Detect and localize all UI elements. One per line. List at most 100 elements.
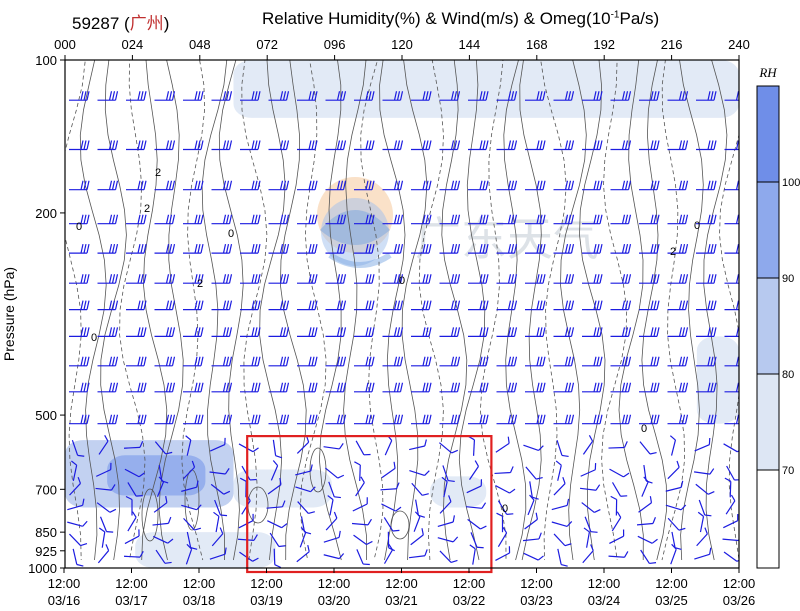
wind-barb-82 [183,414,204,425]
wind-barb-261 [468,382,489,393]
wind-barb-352 [610,414,632,425]
bottom-tick-time-6: 12:00 [453,576,486,591]
wind-barb-24 [97,300,119,311]
wind-barb-46 [126,414,147,425]
wind-barb-271 [496,140,518,151]
wind-barb-49 [127,482,143,497]
wind-barb-142 [269,532,286,548]
wind-barb-285 [496,512,504,533]
wind-barb-120 [241,465,257,481]
wind-barb-210 [381,461,396,479]
wind-barb-390 [667,460,680,480]
wind-barb-222 [411,300,432,311]
contour-label-3: 2 [197,278,203,290]
wind-barb-381 [667,214,689,225]
wind-barb-158 [297,501,315,515]
wind-barb-377 [640,549,657,565]
wind-barb-73 [183,140,204,151]
omega-contour-11 [279,60,307,561]
wind-barb-19 [97,140,119,151]
wind-barb-33 [99,516,114,533]
wind-barb-360 [639,91,660,101]
wind-barb-83 [185,435,192,456]
wind-barb-72 [183,91,204,101]
wind-barb-250 [437,536,459,543]
wind-barb-266 [465,502,487,509]
wind-barb-20 [97,180,119,191]
wind-barb-288 [525,91,546,101]
wind-barb-150 [297,300,318,311]
wind-barb-77 [183,274,204,284]
contour-label-8: 0 [641,423,647,435]
wind-barb-208 [382,414,404,425]
wind-barb-132 [268,300,290,311]
wind-barb-347 [610,274,632,284]
wind-barb-61 [154,327,176,337]
wind-barb-423 [724,382,739,393]
wind-barb-392 [665,504,687,511]
wind-barb-425 [723,443,739,453]
wind-barb-4 [69,243,90,254]
wind-barb-164 [325,180,347,191]
wind-barb-39 [126,214,147,225]
wind-barb-52 [124,529,140,545]
wind-barb-3 [69,214,90,225]
wind-barb-340 [583,527,590,548]
wind-barb-54 [154,91,176,101]
wind-barb-368 [639,356,660,367]
wind-barb-195 [351,518,372,526]
wind-barb-272 [496,180,518,191]
humidity-patch-5 [696,336,739,424]
wind-barb-12 [71,460,78,481]
wind-barb-259 [468,327,489,337]
y-tick-label-2: 500 [35,408,57,423]
wind-barb-413 [694,547,712,560]
wind-barb-185 [354,274,375,284]
wind-barb-419 [724,274,739,284]
wind-barb-373 [641,476,649,497]
omega-contour-29 [641,60,668,561]
wind-barb-268 [470,532,484,549]
omega-contour-10 [259,60,286,561]
omega-contour-24 [540,60,567,561]
wind-barb-394 [671,531,682,551]
wind-barb-221 [411,274,432,284]
wind-barb-157 [295,486,316,493]
wind-barb-173 [323,443,344,450]
colorbar-tick-label-1: 80 [782,369,794,381]
wind-barb-391 [665,480,684,492]
colorbar-segment-2 [757,278,779,374]
wind-barb-243 [439,382,461,393]
colorbar-tick-label-0: 70 [782,465,794,477]
wind-barb-306 [553,91,575,101]
wind-barb-344 [610,180,632,191]
wind-barb-422 [724,356,739,367]
wind-barb-414 [724,91,739,101]
wind-barb-313 [553,327,575,337]
wind-barb-273 [496,214,518,225]
wind-barb-314 [553,356,575,367]
wind-barb-42 [126,300,147,311]
wind-barb-151 [297,327,318,337]
bottom-tick-time-9: 12:00 [655,576,688,591]
wind-barb-30 [95,462,112,477]
wind-barb-353 [608,441,628,449]
wind-barb-311 [553,274,575,284]
contour-labels: 0 2 2 2 0 0 2 0 0 0 0 [76,167,700,515]
wind-barb-160 [299,526,307,548]
wind-barb-86 [181,504,202,511]
y-axis: 100 200 500 700 850 925 1000 [28,53,65,576]
wind-barb-174 [324,467,345,479]
wind-barb-239 [439,274,461,284]
wind-barb-80 [183,356,204,367]
omega-contour-4 [141,60,168,561]
wind-barb-386 [667,356,689,367]
omega-contour-27 [601,60,628,561]
bottom-tick-date-2: 03/18 [183,593,216,608]
colorbar-tick-label-2: 90 [782,273,794,285]
wind-barb-1 [69,140,90,151]
wind-barb-36 [126,91,147,101]
wind-barb-229 [411,482,429,496]
wind-barb-224 [411,356,432,367]
wind-barb-25 [97,327,119,337]
